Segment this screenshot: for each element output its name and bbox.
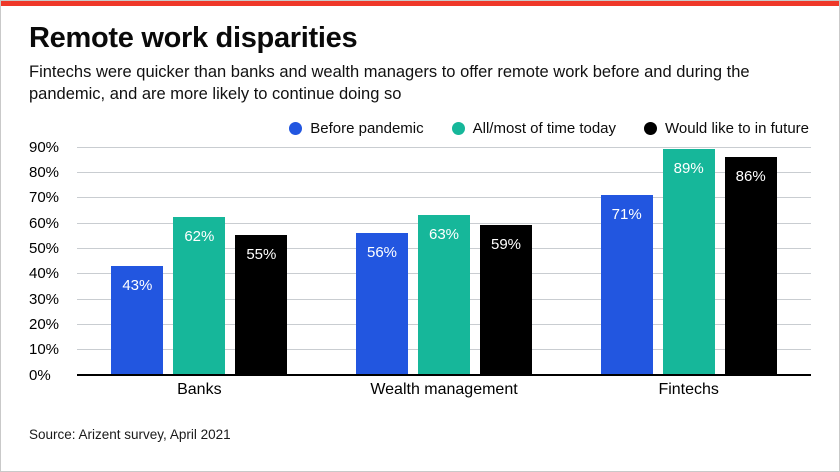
- source-note: Source: Arizent survey, April 2021: [29, 426, 231, 442]
- y-tick-label: 80%: [29, 163, 60, 181]
- x-category-label: Banks: [177, 380, 222, 398]
- bar-value-label: 62%: [184, 228, 215, 246]
- bar-value-label: 59%: [490, 236, 522, 254]
- bar-group: 43% 62% 55%: [77, 147, 322, 375]
- legend-label: All/most of time today: [472, 119, 617, 137]
- bar-value-label: 71%: [611, 205, 642, 223]
- grid-line: [77, 197, 811, 199]
- bar: 55%: [235, 235, 288, 375]
- page-title: Remote work disparities: [29, 22, 358, 54]
- y-axis: 90% 80% 70% 60% 50% 40% 30% 20% 10% 0%: [29, 140, 77, 383]
- x-axis: Banks Wealth management Fintechs: [77, 381, 811, 399]
- chart-subtitle: Fintechs were quicker than banks and wea…: [29, 63, 750, 103]
- grid-line: [77, 146, 811, 148]
- legend-label: Would like to in future: [665, 119, 809, 137]
- bar-group: 71% 89% 86%: [566, 147, 811, 375]
- legend-item: Would like to in future: [644, 120, 809, 137]
- y-tick-label: 0%: [29, 366, 51, 384]
- y-tick-label: 70%: [29, 189, 60, 207]
- grid-line: [77, 171, 811, 173]
- y-tick-label: 20%: [29, 315, 60, 333]
- bar-value-label: 56%: [366, 243, 398, 261]
- bar: 86%: [724, 156, 777, 375]
- legend-dot-icon: [644, 121, 658, 135]
- x-category-label: Fintechs: [658, 380, 719, 398]
- x-category-label: Wealth management: [370, 380, 518, 398]
- y-tick-label: 30%: [29, 290, 60, 308]
- legend-dot-icon: [451, 121, 465, 135]
- bar: 56%: [356, 232, 408, 375]
- y-tick-label: 50%: [29, 239, 60, 257]
- bar: 89%: [662, 149, 715, 375]
- bar-value-label: 86%: [735, 167, 766, 185]
- legend-item: Before pandemic: [289, 119, 424, 137]
- bar: 59%: [480, 225, 532, 375]
- bar-value-label: 89%: [673, 160, 704, 178]
- legend-item: All/most of time today: [451, 119, 617, 137]
- bar: 63%: [418, 214, 470, 375]
- legend-label: Before pandemic: [310, 119, 424, 137]
- bar: 43%: [111, 265, 164, 375]
- bar-group: 56% 63% 59%: [322, 147, 567, 375]
- baseline: [77, 373, 811, 376]
- bar-value-label: 55%: [246, 246, 277, 264]
- y-tick-label: 10%: [29, 341, 60, 359]
- bar-value-label: 63%: [428, 225, 460, 243]
- bar-chart: 90% 80% 70% 60% 50% 40% 30% 20% 10% 0% 43% 62% 55% 5…: [29, 140, 811, 383]
- bar-value-label: 43%: [122, 276, 153, 294]
- legend-dot-icon: [289, 121, 303, 135]
- legend: Before pandemic All/most of time today Wou…: [29, 120, 811, 137]
- y-tick-label: 60%: [29, 214, 60, 232]
- y-tick-label: 90%: [29, 138, 60, 156]
- plot-area: 43% 62% 55% 56% 63% 59% 71% 89% 86%: [77, 146, 811, 376]
- accent-bar: [1, 1, 839, 6]
- y-tick-label: 40%: [29, 265, 60, 283]
- bar: 71%: [600, 194, 653, 375]
- bar: 62%: [173, 217, 226, 375]
